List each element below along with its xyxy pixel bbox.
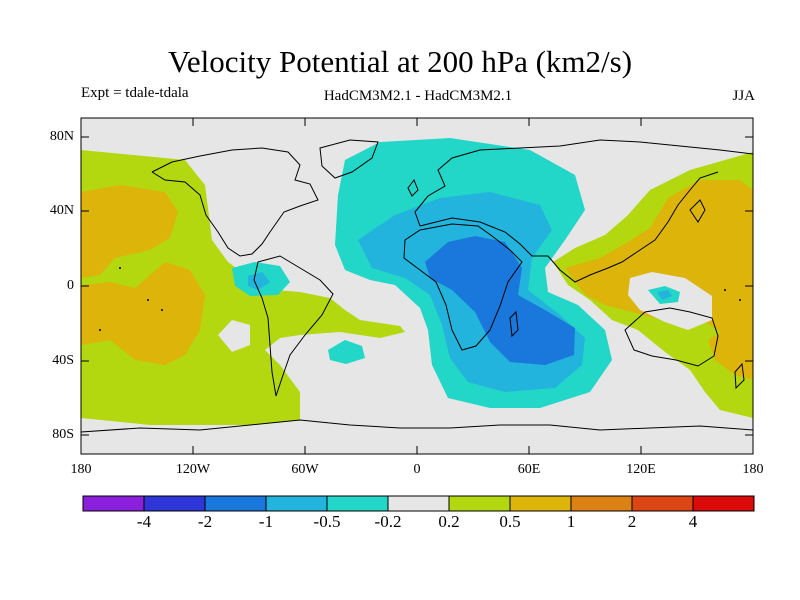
season-label: JJA — [732, 88, 755, 104]
x-label-120e: 120E — [626, 462, 656, 477]
colorbar-label: 2 — [627, 512, 637, 531]
colorbar-swatch — [82, 495, 145, 512]
map-plot-area — [81, 118, 753, 454]
colorbar-label: 1 — [566, 512, 576, 531]
y-label-40n: 40N — [49, 203, 74, 218]
colorbar-swatch — [692, 495, 755, 512]
colorbar-swatch — [631, 495, 694, 512]
colorbar-swatch — [448, 495, 511, 512]
island-dot — [99, 329, 101, 331]
colorbar-swatch — [265, 495, 328, 512]
x-label-180-left: 180 — [70, 462, 92, 477]
africa-coast — [403, 223, 523, 351]
island-dot — [161, 309, 163, 311]
new-guinea-inner — [657, 290, 672, 300]
y-label-40s: 40S — [52, 353, 74, 368]
colorbar-swatch — [204, 495, 267, 512]
x-label-60w: 60W — [291, 462, 319, 477]
chart-title: Velocity Potential at 200 hPa (km2/s) — [167, 44, 633, 79]
new-zealand-coast — [734, 362, 745, 390]
y-label-0: 0 — [67, 278, 74, 293]
colorbar-swatch — [509, 495, 572, 512]
island-dot — [119, 267, 121, 269]
x-label-120w: 120W — [175, 462, 211, 477]
colorbar-label: -0.2 — [374, 512, 402, 531]
x-label-0: 0 — [413, 462, 421, 477]
x-label-180-right: 180 — [742, 462, 764, 477]
experiment-label: Expt = tdale-tdala — [81, 85, 189, 101]
greenland-coast — [319, 139, 379, 179]
map-ticks — [81, 118, 753, 454]
colorbar — [82, 495, 755, 512]
colorbar-label: -1 — [258, 512, 274, 531]
y-label-80n: 80N — [49, 129, 74, 144]
central-america-inner — [248, 272, 270, 290]
island-dot — [739, 299, 741, 301]
pacific-neutral-hole — [218, 320, 250, 352]
north-america-coast — [151, 147, 319, 257]
madagascar-coast — [509, 310, 519, 338]
island-dot — [724, 289, 726, 291]
colorbar-label: -4 — [136, 512, 152, 531]
colorbar-label: 0.5 — [499, 512, 521, 531]
eurasia-coast — [414, 139, 753, 283]
y-label-80s: 80S — [52, 427, 74, 442]
models-label: HadCM3M2.1 - HadCM3M2.1 — [323, 88, 513, 104]
colorbar-label: 4 — [688, 512, 698, 531]
colorbar-label: -0.5 — [313, 512, 341, 531]
colorbar-swatch — [570, 495, 633, 512]
colorbar-swatch — [387, 495, 450, 512]
uk-coast — [407, 178, 419, 197]
pacific-orange-south — [81, 262, 205, 365]
pacific-orange-north — [81, 185, 178, 278]
pacific-islands — [99, 267, 741, 331]
colorbar-label: 0.2 — [438, 512, 460, 531]
australia-coast — [624, 307, 719, 367]
coastlines — [81, 139, 753, 433]
colorbar-label: -2 — [197, 512, 213, 531]
south-america-coast — [253, 255, 334, 397]
island-dot — [147, 299, 149, 301]
x-label-60e: 60E — [517, 462, 541, 477]
south-atlantic-small-negative — [328, 340, 365, 364]
colorbar-swatch — [143, 495, 206, 512]
colorbar-swatch — [326, 495, 389, 512]
african-strong-negative-region — [425, 236, 575, 365]
japan-coast — [689, 199, 706, 223]
antarctica-coast — [81, 419, 753, 433]
